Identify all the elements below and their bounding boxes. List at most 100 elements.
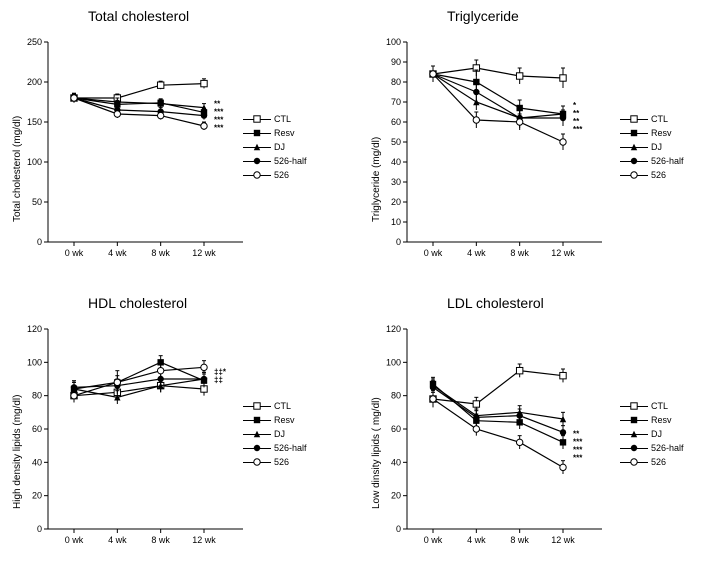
svg-text:0: 0 (396, 237, 401, 247)
legend-label: 526 (651, 170, 666, 180)
svg-text:150: 150 (27, 117, 42, 127)
legend-marker-icon (243, 140, 271, 154)
legend-label: DJ (651, 142, 662, 152)
panel-ldl: LDL cholesterolLow dinsity lipids ( mg/d… (359, 287, 718, 573)
chart-title: LDL cholesterol (447, 295, 544, 311)
legend-item: CTL (243, 112, 307, 126)
svg-text:8 wk: 8 wk (510, 248, 529, 258)
legend-marker-icon (243, 154, 271, 168)
svg-text:50: 50 (32, 197, 42, 207)
svg-text:60: 60 (391, 424, 401, 434)
legend-label: 526-half (651, 156, 684, 166)
chart-grid: Total cholesterolTotal cholesterol (mg/d… (0, 0, 718, 573)
legend-item: DJ (620, 140, 684, 154)
svg-text:100: 100 (27, 157, 42, 167)
svg-text:‡‡: ‡‡ (214, 375, 223, 384)
svg-text:80: 80 (32, 390, 42, 400)
legend-label: DJ (274, 429, 285, 439)
legend: CTL Resv DJ 526-half 526 (243, 399, 307, 469)
legend-label: 526 (274, 170, 289, 180)
panel-triglyceride: TriglycerideTriglyceride (mg/dl)01020304… (359, 0, 718, 287)
svg-text:60: 60 (32, 424, 42, 434)
legend-marker-icon (243, 168, 271, 182)
svg-text:12 wk: 12 wk (551, 248, 575, 258)
svg-text:80: 80 (391, 390, 401, 400)
legend-marker-icon (620, 126, 648, 140)
legend-label: 526-half (274, 443, 307, 453)
svg-text:100: 100 (386, 37, 401, 47)
svg-text:0: 0 (37, 524, 42, 534)
legend-marker-icon (243, 126, 271, 140)
panel-hdl: HDL cholesterolHigh density lipids (mg/d… (0, 287, 359, 573)
legend-label: CTL (651, 114, 668, 124)
legend-item: DJ (620, 427, 684, 441)
legend-item: CTL (243, 399, 307, 413)
legend-label: DJ (274, 142, 285, 152)
svg-text:80: 80 (391, 77, 401, 87)
svg-text:8 wk: 8 wk (510, 535, 529, 545)
legend-label: Resv (274, 128, 295, 138)
svg-text:60: 60 (391, 117, 401, 127)
chart-title: Total cholesterol (88, 8, 189, 24)
svg-text:20: 20 (391, 197, 401, 207)
svg-text:100: 100 (386, 357, 401, 367)
legend-item: 526-half (243, 154, 307, 168)
svg-text:20: 20 (32, 490, 42, 500)
legend-marker-icon (243, 112, 271, 126)
svg-text:0 wk: 0 wk (65, 535, 84, 545)
legend: CTL Resv DJ 526-half 526 (620, 112, 684, 182)
legend-marker-icon (243, 399, 271, 413)
legend-item: 526 (243, 455, 307, 469)
legend-label: CTL (274, 114, 291, 124)
svg-text:0: 0 (37, 237, 42, 247)
legend: CTL Resv DJ 526-half 526 (243, 112, 307, 182)
chart-title: HDL cholesterol (88, 295, 187, 311)
svg-text:8 wk: 8 wk (151, 248, 170, 258)
svg-text:10: 10 (391, 217, 401, 227)
svg-text:4 wk: 4 wk (108, 248, 127, 258)
legend-item: Resv (243, 413, 307, 427)
legend-marker-icon (620, 455, 648, 469)
svg-text:12 wk: 12 wk (192, 535, 216, 545)
legend-marker-icon (620, 140, 648, 154)
legend-marker-icon (620, 427, 648, 441)
legend-item: Resv (243, 126, 307, 140)
legend-item: 526 (243, 168, 307, 182)
svg-text:4 wk: 4 wk (467, 535, 486, 545)
svg-text:***: *** (214, 123, 224, 132)
svg-text:20: 20 (391, 490, 401, 500)
svg-text:250: 250 (27, 37, 42, 47)
legend-label: CTL (651, 401, 668, 411)
legend-marker-icon (243, 455, 271, 469)
legend-marker-icon (620, 413, 648, 427)
legend-marker-icon (243, 413, 271, 427)
legend: CTLResvDJ526-half526 (620, 399, 684, 469)
legend-item: 526 (620, 168, 684, 182)
svg-text:40: 40 (391, 457, 401, 467)
legend-item: 526-half (620, 441, 684, 455)
legend-label: Resv (651, 128, 672, 138)
legend-item: 526-half (620, 154, 684, 168)
svg-text:4 wk: 4 wk (108, 535, 127, 545)
legend-label: Resv (274, 415, 295, 425)
svg-text:100: 100 (27, 357, 42, 367)
legend-marker-icon (620, 168, 648, 182)
legend-item: DJ (243, 140, 307, 154)
panel-total-cholesterol: Total cholesterolTotal cholesterol (mg/d… (0, 0, 359, 287)
legend-marker-icon (620, 154, 648, 168)
svg-text:120: 120 (386, 324, 401, 334)
legend-marker-icon (620, 441, 648, 455)
chart-title: Triglyceride (447, 8, 519, 24)
legend-marker-icon (620, 399, 648, 413)
svg-text:200: 200 (27, 77, 42, 87)
legend-label: CTL (274, 401, 291, 411)
legend-marker-icon (243, 427, 271, 441)
svg-text:0: 0 (396, 524, 401, 534)
legend-item: 526-half (243, 441, 307, 455)
svg-text:12 wk: 12 wk (551, 535, 575, 545)
svg-text:40: 40 (32, 457, 42, 467)
legend-item: CTL (620, 112, 684, 126)
svg-text:8 wk: 8 wk (151, 535, 170, 545)
legend-item: Resv (620, 413, 684, 427)
svg-text:50: 50 (391, 137, 401, 147)
